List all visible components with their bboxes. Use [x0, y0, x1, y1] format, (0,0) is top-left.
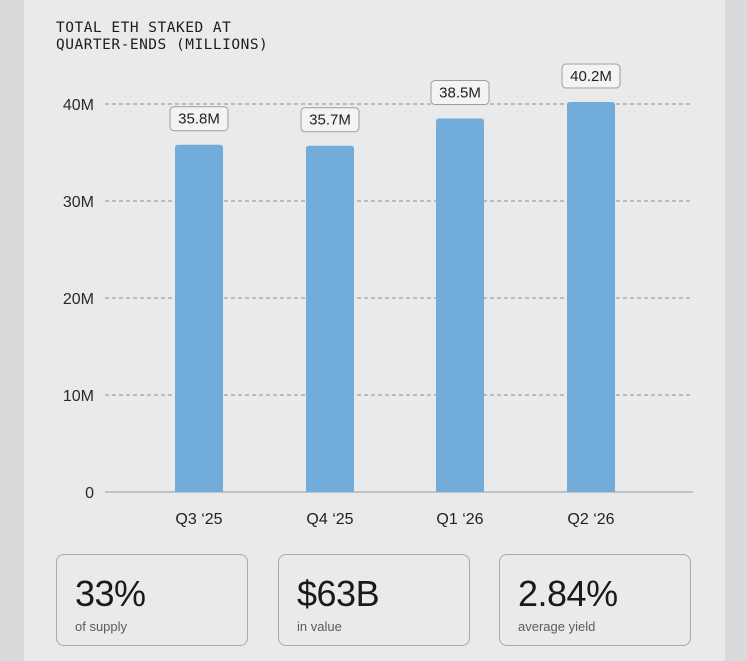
- data-label: 38.5M: [439, 85, 481, 102]
- data-label: 35.7M: [309, 112, 351, 129]
- bar-chart: 0 10M 20M 30M 40M 35.8M Q3 ‘25 35.7M Q4 ‘25 38.5M…: [63, 63, 693, 528]
- bars: [175, 102, 615, 493]
- x-tick-label: Q4 ‘25: [306, 511, 353, 528]
- data-label: 35.8M: [178, 111, 220, 128]
- y-tick-label: 10M: [63, 388, 94, 405]
- bar: [175, 144, 223, 493]
- data-label-box: [561, 63, 621, 89]
- stat-card-supply: 33% of supply: [56, 554, 248, 646]
- data-label-box: [300, 107, 360, 133]
- bar: [306, 145, 354, 492]
- stat-label: average yield: [518, 619, 596, 634]
- y-tick-label: 0: [85, 485, 94, 502]
- y-tick-label: 40M: [63, 97, 94, 114]
- x-tick-label: Q2 ‘26: [567, 511, 614, 528]
- stat-card-value: $63B in value: [278, 554, 470, 646]
- y-tick-label: 30M: [63, 194, 94, 211]
- data-label-box: [169, 106, 229, 132]
- stat-label: of supply: [75, 619, 128, 634]
- labels: 0 10M 20M 30M 40M 35.8M Q3 ‘25 35.7M Q4 ‘25 38.5M…: [63, 63, 621, 528]
- stat-card-yield: 2.84% average yield: [499, 554, 691, 646]
- data-label: 40.2M: [570, 68, 612, 85]
- stat-value: 33%: [75, 573, 146, 614]
- stat-value: 2.84%: [518, 573, 618, 614]
- x-tick-label: Q3 ‘25: [175, 511, 222, 528]
- stat-value: $63B: [297, 573, 380, 614]
- y-tick-label: 20M: [63, 291, 94, 308]
- bar: [436, 118, 484, 493]
- stat-label: in value: [297, 619, 342, 634]
- chart-title: TOTAL ETH STAKED AT QUARTER-ENDS (MILLIO…: [56, 20, 269, 53]
- x-tick-label: Q1 ‘26: [436, 511, 483, 528]
- bar: [567, 102, 615, 492]
- data-label-box: [430, 80, 490, 106]
